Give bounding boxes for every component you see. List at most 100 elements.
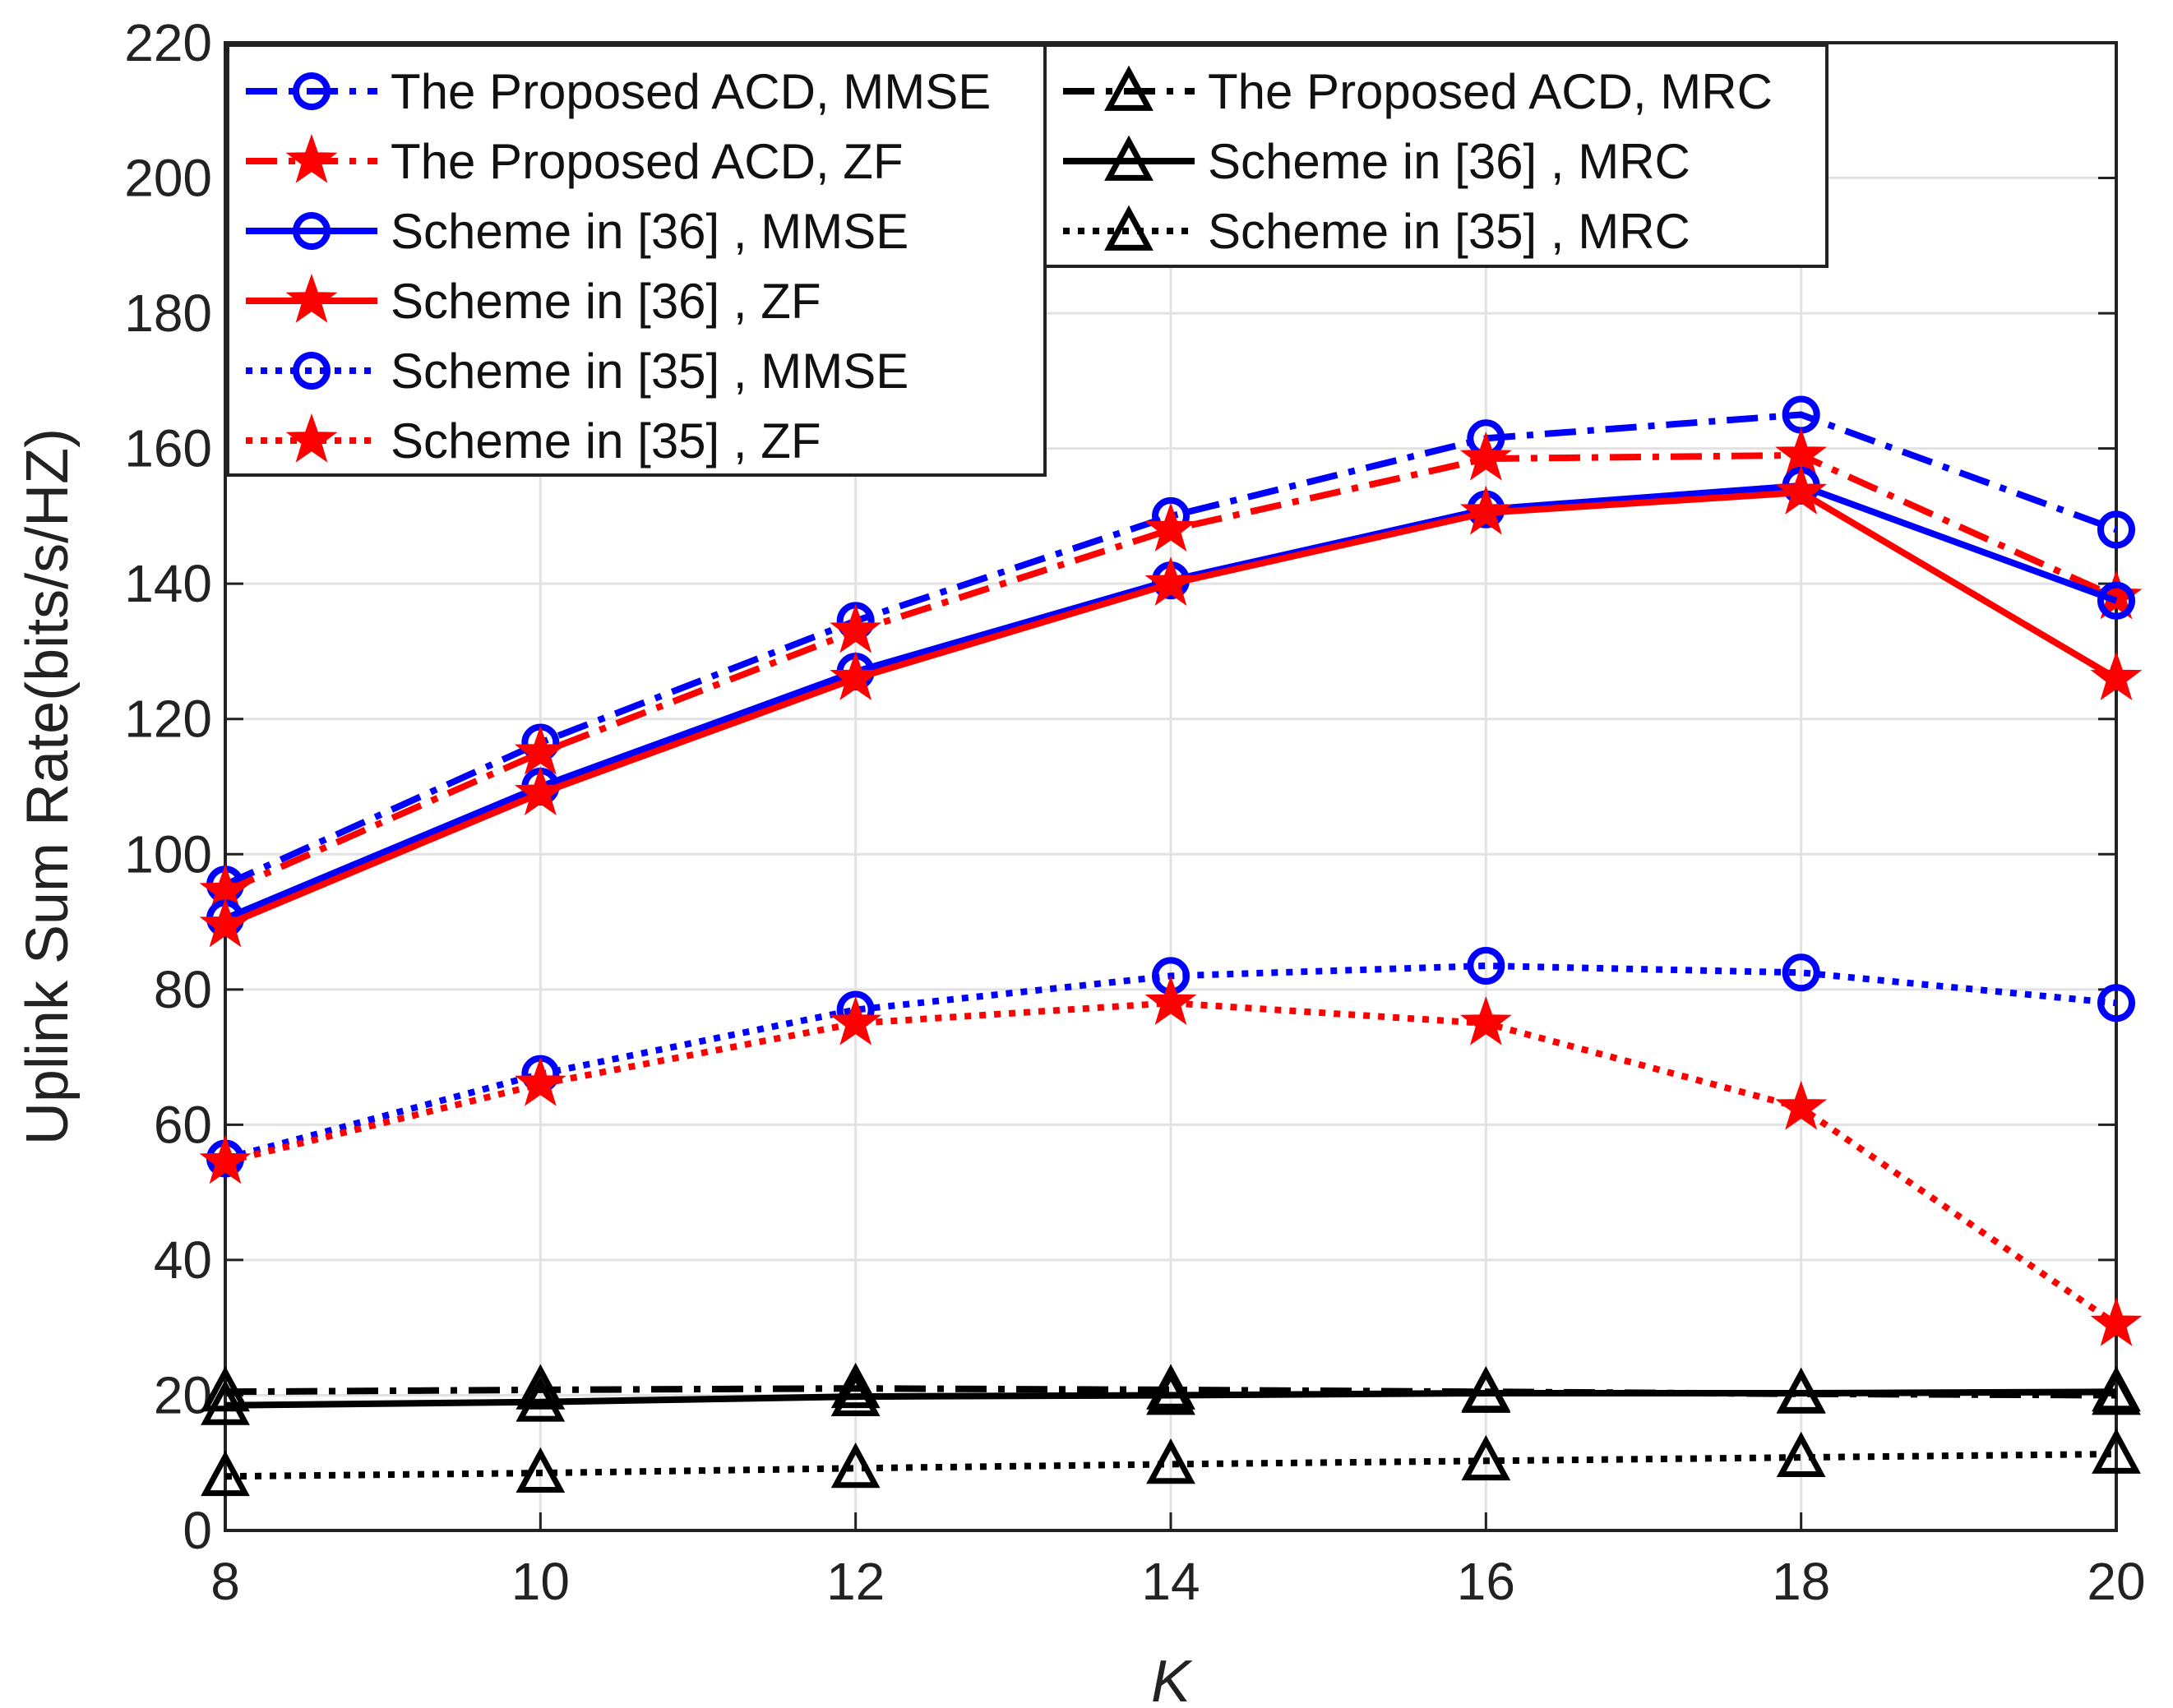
data-point — [2092, 1428, 2141, 1474]
legend-entry: The Proposed ACD, ZF — [246, 133, 904, 189]
data-point — [1775, 427, 1828, 478]
y-tick-label: 120 — [124, 690, 212, 749]
data-point — [2097, 510, 2135, 549]
series-line — [224, 411, 2118, 888]
data-point — [201, 1365, 250, 1412]
legend-label: Scheme in [35] , ZF — [391, 413, 821, 469]
legend-marker — [1104, 205, 1154, 251]
legend-entry: Scheme in [36] , MMSE — [246, 204, 908, 259]
data-point — [2097, 581, 2135, 620]
data-point — [830, 1442, 881, 1489]
data-point — [1146, 1438, 1195, 1484]
data-point — [199, 898, 252, 948]
x-tick-label: 16 — [1457, 1552, 1515, 1611]
data-point — [830, 1370, 881, 1416]
data-point — [830, 651, 882, 701]
data-point — [1144, 502, 1197, 552]
data-point — [1775, 465, 1828, 515]
legend-entry: Scheme in [36] , ZF — [246, 273, 821, 329]
series-line — [224, 1385, 2117, 1399]
data-point — [1776, 1431, 1826, 1478]
y-tick-label: 0 — [183, 1501, 212, 1560]
series-line — [224, 1451, 2117, 1480]
y-axis-label: Uplink Sum Rate(bits/s/HZ) — [15, 428, 81, 1145]
legend-label: Scheme in [36] , ZF — [391, 274, 821, 329]
series-3 — [199, 465, 2143, 948]
y-tick-label: 80 — [154, 960, 212, 1019]
data-point — [201, 1379, 250, 1425]
data-point — [1144, 976, 1197, 1025]
legend-marker — [293, 212, 331, 250]
data-point — [2092, 1365, 2141, 1412]
data-point — [1459, 485, 1512, 535]
axis-ticks: 8 10 12 14 16 18 20020406080100120140160180200… — [124, 13, 2145, 1611]
y-tick-label: 160 — [124, 419, 212, 478]
data-point — [1146, 1369, 1195, 1415]
data-point — [516, 1376, 566, 1422]
series-8 — [201, 1428, 2141, 1497]
legend-marker — [285, 413, 338, 463]
data-point — [2090, 1297, 2143, 1346]
data-point — [1775, 1080, 1828, 1130]
x-axis-label: K — [1151, 1649, 1193, 1708]
x-tick-label: 12 — [826, 1552, 885, 1611]
data-point — [1459, 995, 1512, 1046]
data-point — [2097, 984, 2135, 1022]
data-point — [201, 1450, 250, 1497]
data-point — [1459, 431, 1512, 481]
legend-marker — [1104, 65, 1154, 111]
legend: The Proposed ACD, MMSE The Proposed ACD, … — [226, 44, 1829, 477]
legend-label: Scheme in [35] , MRC — [1208, 204, 1690, 259]
data-point — [514, 1056, 566, 1106]
data-point — [830, 603, 882, 653]
y-tick-label: 220 — [124, 13, 212, 72]
y-tick-label: 200 — [124, 149, 212, 208]
y-tick-label: 40 — [154, 1230, 212, 1290]
series-5 — [199, 976, 2143, 1346]
legend-entry: The Proposed ACD, MMSE — [246, 64, 991, 119]
data-point — [2090, 651, 2143, 701]
legend-label: The Proposed ACD, MMSE — [391, 64, 991, 119]
legend-marker — [285, 133, 338, 183]
legend-box — [1043, 44, 1829, 268]
legend-marker — [1104, 135, 1154, 181]
legend-entry: Scheme in [35] , MMSE — [246, 344, 908, 399]
data-point — [516, 1364, 566, 1410]
legend-entry: Scheme in [35] , MRC — [1063, 204, 1690, 259]
data-point — [2090, 570, 2143, 620]
data-point — [830, 995, 882, 1046]
y-tick-label: 100 — [124, 824, 212, 884]
legend-label: The Proposed ACD, ZF — [391, 134, 904, 189]
data-point — [1782, 953, 1820, 992]
legend-label: Scheme in [36] , MRC — [1208, 134, 1690, 189]
data-point — [830, 1362, 881, 1409]
data-point — [1461, 1367, 1511, 1413]
legend-marker — [293, 352, 331, 390]
y-tick-label: 140 — [124, 554, 212, 613]
data-point — [514, 766, 566, 815]
legend-entry: Scheme in [36] , MRC — [1063, 134, 1690, 189]
y-tick-label: 180 — [124, 284, 212, 343]
legend-label: The Proposed ACD, MRC — [1208, 64, 1773, 119]
y-tick-label: 60 — [154, 1095, 212, 1154]
legend-marker — [293, 72, 331, 110]
data-point — [1461, 1434, 1511, 1481]
y-tick-label: 20 — [154, 1365, 212, 1424]
data-point — [516, 1447, 566, 1493]
series-line — [224, 1388, 2117, 1409]
series-7 — [201, 1365, 2141, 1425]
data-point — [199, 1134, 252, 1184]
legend-label: Scheme in [35] , MMSE — [391, 344, 908, 399]
x-tick-label: 18 — [1772, 1552, 1830, 1611]
data-point — [1776, 1367, 1826, 1413]
legend-box — [226, 44, 1047, 477]
x-tick-label: 20 — [2087, 1552, 2145, 1611]
data-point — [1467, 947, 1505, 986]
legend-label: Scheme in [36] , MMSE — [391, 204, 908, 259]
legend-entry: The Proposed ACD, MRC — [1063, 64, 1773, 119]
x-tick-label: 8 — [210, 1552, 240, 1611]
series-layer — [199, 395, 2143, 1497]
legend-entry: Scheme in [35] , ZF — [246, 413, 821, 469]
x-tick-label: 10 — [511, 1552, 570, 1611]
